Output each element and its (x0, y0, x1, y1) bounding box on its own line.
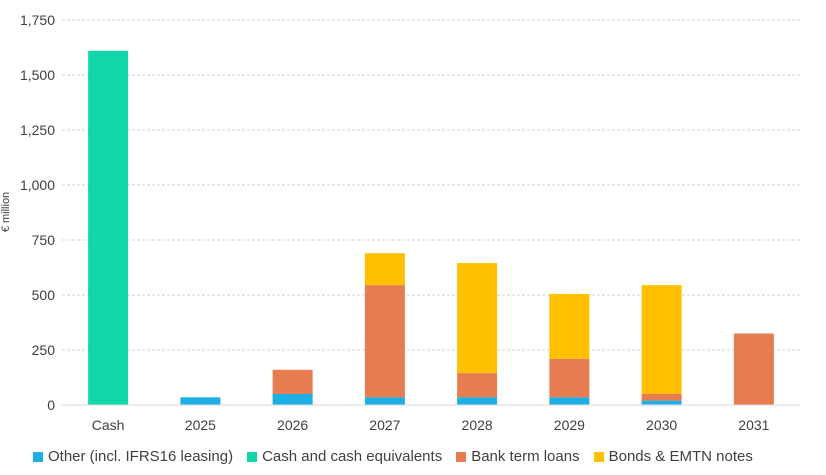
legend-swatch (593, 451, 604, 462)
x-tick-label: 2025 (185, 417, 216, 433)
legend-label: Bank term loans (471, 448, 580, 465)
bar-segment (457, 397, 498, 405)
bar-segment (88, 50, 129, 406)
x-tick-label: Cash (92, 417, 125, 433)
legend-item: Other (incl. IFRS16 leasing) (33, 448, 233, 465)
legend-item: Bonds & EMTN notes (593, 448, 753, 465)
bar-segment (641, 285, 682, 394)
y-tick-label: 250 (32, 342, 56, 358)
axes: 0 250 500 750 1,000 1,250 1,500 1,750 Cash 2025 20… (20, 12, 800, 433)
y-tick-label: 1,500 (20, 67, 55, 83)
bar-segment (641, 394, 682, 401)
legend-item: Cash and cash equivalents (247, 448, 442, 465)
y-tick-label: 1,750 (20, 12, 55, 28)
bar-segment (180, 397, 221, 405)
x-tick-label: 2030 (646, 417, 677, 433)
y-tick-label: 500 (32, 287, 56, 303)
bar-segment (549, 293, 590, 359)
y-tick-label: 1,250 (20, 122, 55, 138)
legend-swatch (456, 451, 467, 462)
bar-segment (272, 369, 313, 394)
x-tick-label: 2029 (554, 417, 585, 433)
bar-segment (364, 253, 405, 286)
bar-segment (457, 263, 498, 374)
legend-swatch (33, 451, 43, 462)
bar-segment (457, 373, 498, 398)
legend-item: Bank term loans (456, 448, 580, 465)
x-tick-label: 2031 (738, 417, 769, 433)
bar-segment (733, 333, 774, 405)
gridlines (62, 19, 800, 351)
legend-label: Cash and cash equivalents (262, 448, 443, 465)
legend-label: Other (incl. IFRS16 leasing) (48, 448, 234, 465)
y-tick-label: 1,000 (20, 177, 55, 193)
legend-swatch (247, 451, 258, 462)
y-tick-label: 0 (47, 397, 55, 413)
y-tick-label: 750 (32, 232, 56, 248)
bars (88, 50, 774, 406)
x-tick-label: 2026 (277, 417, 308, 433)
x-tick-label: 2028 (462, 417, 493, 433)
bar-segment (549, 358, 590, 398)
legend: Other (incl. IFRS16 leasing) Cash and cas… (33, 448, 767, 465)
x-tick-label: 2027 (369, 417, 400, 433)
y-axis-label: € million (0, 192, 12, 232)
bar-segment (641, 400, 682, 405)
bar-segment (364, 397, 405, 405)
bar-segment (364, 285, 405, 398)
bar-segment (272, 394, 313, 405)
legend-label: Bonds & EMTN notes (608, 448, 753, 465)
bar-segment (549, 397, 590, 405)
